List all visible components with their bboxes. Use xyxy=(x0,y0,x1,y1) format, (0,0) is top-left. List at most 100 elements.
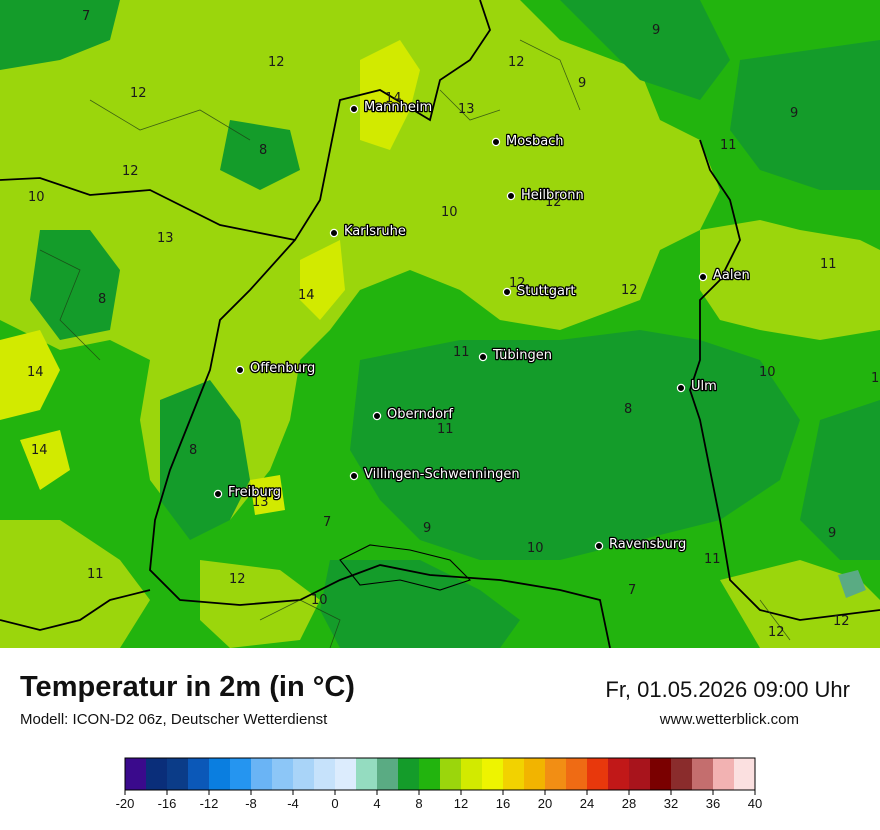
legend-tick-label: 4 xyxy=(373,796,380,811)
legend-swatch xyxy=(167,758,189,790)
iso-label: 7 xyxy=(82,9,90,24)
legend-swatches xyxy=(125,758,756,790)
legend-swatch xyxy=(461,758,483,790)
city-label: Villingen-Schwenningen xyxy=(364,467,520,482)
legend-swatch xyxy=(419,758,441,790)
legend-swatch xyxy=(335,758,357,790)
legend-frame xyxy=(124,757,756,791)
color-legend: -20 -16 -12 -8 -4 0 4 8 12 16 20 24 28 32 36 40 xyxy=(116,757,762,811)
legend-swatch xyxy=(650,758,672,790)
borders xyxy=(0,0,880,648)
legend-swatch xyxy=(692,758,714,790)
cool-zones xyxy=(0,0,880,648)
legend-swatch xyxy=(230,758,252,790)
legend-swatch xyxy=(398,758,420,790)
legend-swatch xyxy=(587,758,609,790)
city-offenburg[interactable]: Offenburg xyxy=(235,360,317,377)
city-dot xyxy=(491,137,501,147)
legend-swatch xyxy=(440,758,462,790)
city-label: Stuttgart xyxy=(517,284,575,299)
city-label: Mosbach xyxy=(506,134,564,149)
city-aalen[interactable]: Aalen xyxy=(698,267,751,284)
legend-tick-label: -16 xyxy=(158,796,177,811)
district-lines xyxy=(39,39,791,648)
iso-label: 12 xyxy=(545,195,562,210)
legend-tick-label: 36 xyxy=(706,796,720,811)
lake-constance xyxy=(339,544,472,591)
city-stuttgart[interactable]: Stuttgart xyxy=(502,283,577,300)
legend-tick-label: 0 xyxy=(331,796,338,811)
legend-tick-label: -20 xyxy=(116,796,135,811)
legend-tick-label: 12 xyxy=(454,796,468,811)
iso-label: 10 xyxy=(527,541,544,556)
city-dot xyxy=(698,272,708,282)
iso-label: 11 xyxy=(704,552,721,567)
legend-swatch xyxy=(146,758,168,790)
city-dot xyxy=(235,365,245,375)
legend-swatch xyxy=(503,758,525,790)
city-villingen-schwenningen[interactable]: Villingen-Schwenningen xyxy=(349,466,521,483)
iso-label: 11 xyxy=(87,567,104,582)
legend-swatch xyxy=(545,758,567,790)
city-label: Oberndorf xyxy=(387,407,453,422)
city-markers: Mannheim Mosbach Heilbronn Karlsruhe Aal… xyxy=(213,99,751,553)
city-freiburg[interactable]: Freiburg xyxy=(213,484,282,501)
iso-label: 8 xyxy=(98,292,106,307)
city-dot xyxy=(349,104,359,114)
legend-tick-label: 40 xyxy=(748,796,762,811)
iso-label: 9 xyxy=(652,23,660,38)
iso-label: 12 xyxy=(268,55,285,70)
iso-label: 10 xyxy=(441,205,458,220)
legend-tick-label: -8 xyxy=(245,796,257,811)
city-mosbach[interactable]: Mosbach xyxy=(491,133,565,150)
city-dot xyxy=(594,541,604,551)
legend-tick-label: 16 xyxy=(496,796,510,811)
iso-label: 9 xyxy=(790,106,798,121)
city-label: Karlsruhe xyxy=(344,224,406,239)
iso-label: 12 xyxy=(509,276,526,291)
legend-swatch xyxy=(209,758,231,790)
iso-label: 1 xyxy=(871,371,879,386)
legend-swatch xyxy=(713,758,735,790)
city-tuebingen[interactable]: Tübingen xyxy=(478,347,553,364)
iso-label: 9 xyxy=(828,526,836,541)
legend-tick-label: 24 xyxy=(580,796,594,811)
iso-label: 8 xyxy=(624,402,632,417)
iso-label: 12 xyxy=(508,55,525,70)
legend-swatch xyxy=(272,758,294,790)
legend-tick-label: 28 xyxy=(622,796,636,811)
iso-label: 14 xyxy=(385,91,402,106)
iso-label: 12 xyxy=(621,283,638,298)
model-info: Modell: ICON-D2 06z, Deutscher Wetterdie… xyxy=(20,711,328,728)
city-label: Mannheim xyxy=(364,100,432,115)
iso-label: 12 xyxy=(122,164,139,179)
city-heilbronn[interactable]: Heilbronn xyxy=(506,187,585,204)
city-dot xyxy=(502,287,512,297)
city-label: Heilbronn xyxy=(521,188,584,203)
city-label: Aalen xyxy=(713,268,750,283)
forecast-datetime: Fr, 01.05.2026 09:00 Uhr xyxy=(605,677,850,702)
city-karlsruhe[interactable]: Karlsruhe xyxy=(329,223,407,240)
city-ravensburg[interactable]: Ravensburg xyxy=(594,536,688,553)
city-oberndorf[interactable]: Oberndorf xyxy=(372,406,455,423)
iso-label: 7 xyxy=(323,515,331,530)
iso-label: 13 xyxy=(458,102,475,117)
legend-swatch xyxy=(734,758,756,790)
city-dot xyxy=(478,352,488,362)
legend-ticks: -20 -16 -12 -8 -4 0 4 8 12 16 20 24 28 32 36 40 xyxy=(116,790,762,811)
legend-tick-label: -12 xyxy=(200,796,219,811)
iso-label: 11 xyxy=(437,422,454,437)
temperature-map: 7 12 12 14 13 12 9 9 9 12 11 10 10 12 13… xyxy=(0,0,880,648)
legend-swatch xyxy=(314,758,336,790)
iso-label: 14 xyxy=(298,288,315,303)
cold-patch xyxy=(838,570,866,598)
iso-label: 11 xyxy=(453,345,470,360)
city-mannheim[interactable]: Mannheim xyxy=(349,99,433,116)
iso-label: 7 xyxy=(628,583,636,598)
city-label: Tübingen xyxy=(492,348,552,363)
iso-label: 11 xyxy=(820,257,837,272)
warm-zones xyxy=(0,0,880,648)
city-ulm[interactable]: Ulm xyxy=(676,378,718,395)
iso-label: 14 xyxy=(27,365,44,380)
legend-swatch xyxy=(482,758,504,790)
